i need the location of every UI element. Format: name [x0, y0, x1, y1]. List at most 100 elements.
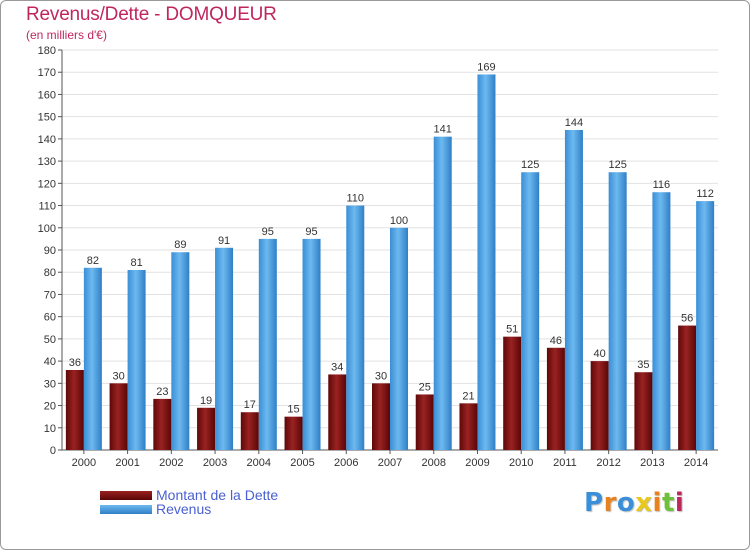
- y-tick-label: 160: [38, 89, 56, 101]
- data-label-debt: 40: [594, 348, 606, 360]
- data-label-revenue: 116: [653, 179, 671, 191]
- x-tick-label: 2013: [640, 457, 664, 469]
- data-label-revenue: 91: [218, 235, 230, 247]
- bar-revenue: [477, 74, 496, 450]
- x-tick-label: 2002: [159, 457, 183, 469]
- bar-revenue: [127, 270, 146, 450]
- y-tick-label: 10: [44, 423, 56, 435]
- bar-layer: [65, 74, 715, 450]
- bar-debt: [153, 398, 172, 450]
- proxiti-logo: Proxiti: [584, 488, 684, 518]
- data-label-revenue: 125: [608, 159, 626, 171]
- bar-debt: [546, 347, 565, 450]
- data-label-revenue: 144: [565, 117, 583, 129]
- logo-letter: i: [674, 488, 685, 518]
- x-tick-label: 2006: [334, 457, 358, 469]
- y-tick-label: 90: [44, 245, 56, 257]
- logo-letter: o: [616, 488, 636, 518]
- logo-letter: x: [635, 488, 653, 518]
- data-label-debt: 17: [244, 399, 256, 411]
- data-label-revenue: 100: [390, 215, 408, 227]
- data-label-revenue: 81: [130, 257, 142, 269]
- bar-revenue: [171, 252, 190, 450]
- y-tick-label: 80: [44, 267, 56, 279]
- y-tick-label: 140: [38, 134, 56, 146]
- bar-revenue: [390, 227, 408, 450]
- x-tick-label: 2005: [290, 457, 314, 469]
- legend-item-revenue: Revenus: [100, 501, 211, 517]
- data-label-revenue: 169: [477, 61, 495, 73]
- bar-debt: [372, 383, 390, 450]
- x-tick-label: 2007: [378, 457, 402, 469]
- data-label-debt: 23: [156, 386, 168, 398]
- logo-letter: P: [584, 488, 604, 518]
- bar-revenue: [346, 205, 365, 450]
- x-tick-label: 2011: [553, 457, 577, 469]
- data-label-debt: 21: [462, 390, 474, 402]
- bar-debt: [590, 361, 609, 450]
- y-tick-label: 130: [38, 156, 56, 168]
- y-tick-label: 170: [38, 67, 56, 79]
- bar-debt: [65, 370, 84, 450]
- y-tick-label: 100: [38, 223, 56, 235]
- bar-revenue: [258, 238, 277, 450]
- bar-revenue: [215, 247, 234, 450]
- legend-label-debt: Montant de la Dette: [156, 487, 279, 503]
- bar-debt: [284, 416, 303, 450]
- y-tick-label: 40: [44, 356, 56, 368]
- bar-debt: [240, 412, 259, 450]
- y-tick-label: 50: [44, 334, 56, 346]
- legend-item-debt: Montant de la Dette: [100, 487, 278, 503]
- bar-debt: [197, 407, 216, 450]
- y-tick-label: 70: [44, 289, 56, 301]
- data-label-debt: 46: [550, 335, 562, 347]
- bar-revenue: [608, 172, 627, 450]
- bar-debt: [503, 336, 522, 450]
- bar-revenue: [83, 267, 102, 450]
- y-tick-label: 120: [38, 178, 56, 190]
- label-layer: 36 82 30 81 23 89 19 91 17 95 15 95 34 110 30 100 25 141 2…: [69, 61, 714, 415]
- legend-swatch-revenue: [100, 504, 152, 514]
- bar-revenue: [696, 201, 715, 450]
- chart-subtitle: (en milliers d'€): [26, 28, 107, 42]
- chart-title: Revenus/Dette - DOMQUEUR: [26, 4, 277, 25]
- bar-debt: [634, 372, 653, 450]
- y-tick-label: 150: [38, 112, 56, 124]
- bar-debt: [459, 403, 478, 450]
- legend-label-revenue: Revenus: [156, 501, 212, 517]
- data-label-revenue: 82: [87, 255, 99, 267]
- x-tick-label: 2012: [596, 457, 620, 469]
- data-label-revenue: 112: [696, 188, 714, 200]
- data-label-debt: 30: [112, 370, 124, 382]
- data-label-debt: 35: [637, 359, 649, 371]
- logo-letter: r: [603, 488, 617, 518]
- data-label-debt: 36: [69, 357, 81, 369]
- x-tick-label: 2001: [115, 457, 139, 469]
- bar-revenue: [433, 136, 452, 450]
- data-label-revenue: 95: [262, 226, 274, 238]
- data-label-debt: 19: [200, 395, 212, 407]
- bar-debt: [328, 374, 347, 450]
- legend-swatch-debt: [100, 490, 152, 500]
- bar-revenue: [564, 130, 583, 450]
- data-label-debt: 51: [506, 324, 518, 336]
- data-label-revenue: 89: [174, 239, 186, 251]
- data-label-revenue: 95: [305, 226, 317, 238]
- logo-letter: i: [652, 488, 662, 518]
- x-tick-label: 2009: [465, 457, 489, 469]
- logo-letter: t: [661, 488, 675, 518]
- y-tick-label: 110: [38, 201, 56, 213]
- y-tick-label: 180: [38, 45, 56, 57]
- bar-debt: [678, 325, 697, 450]
- y-tick-label: 60: [44, 312, 56, 324]
- data-label-revenue: 110: [346, 193, 364, 205]
- x-tick-label: 2000: [72, 457, 96, 469]
- data-label-debt: 25: [419, 381, 431, 393]
- data-label-debt: 30: [375, 370, 387, 382]
- x-tick-label: 2004: [247, 457, 271, 469]
- y-tick-label: 30: [44, 378, 56, 390]
- bar-revenue: [302, 238, 321, 450]
- data-label-debt: 34: [331, 361, 343, 373]
- data-label-debt: 56: [681, 313, 693, 325]
- data-label-revenue: 141: [434, 124, 452, 136]
